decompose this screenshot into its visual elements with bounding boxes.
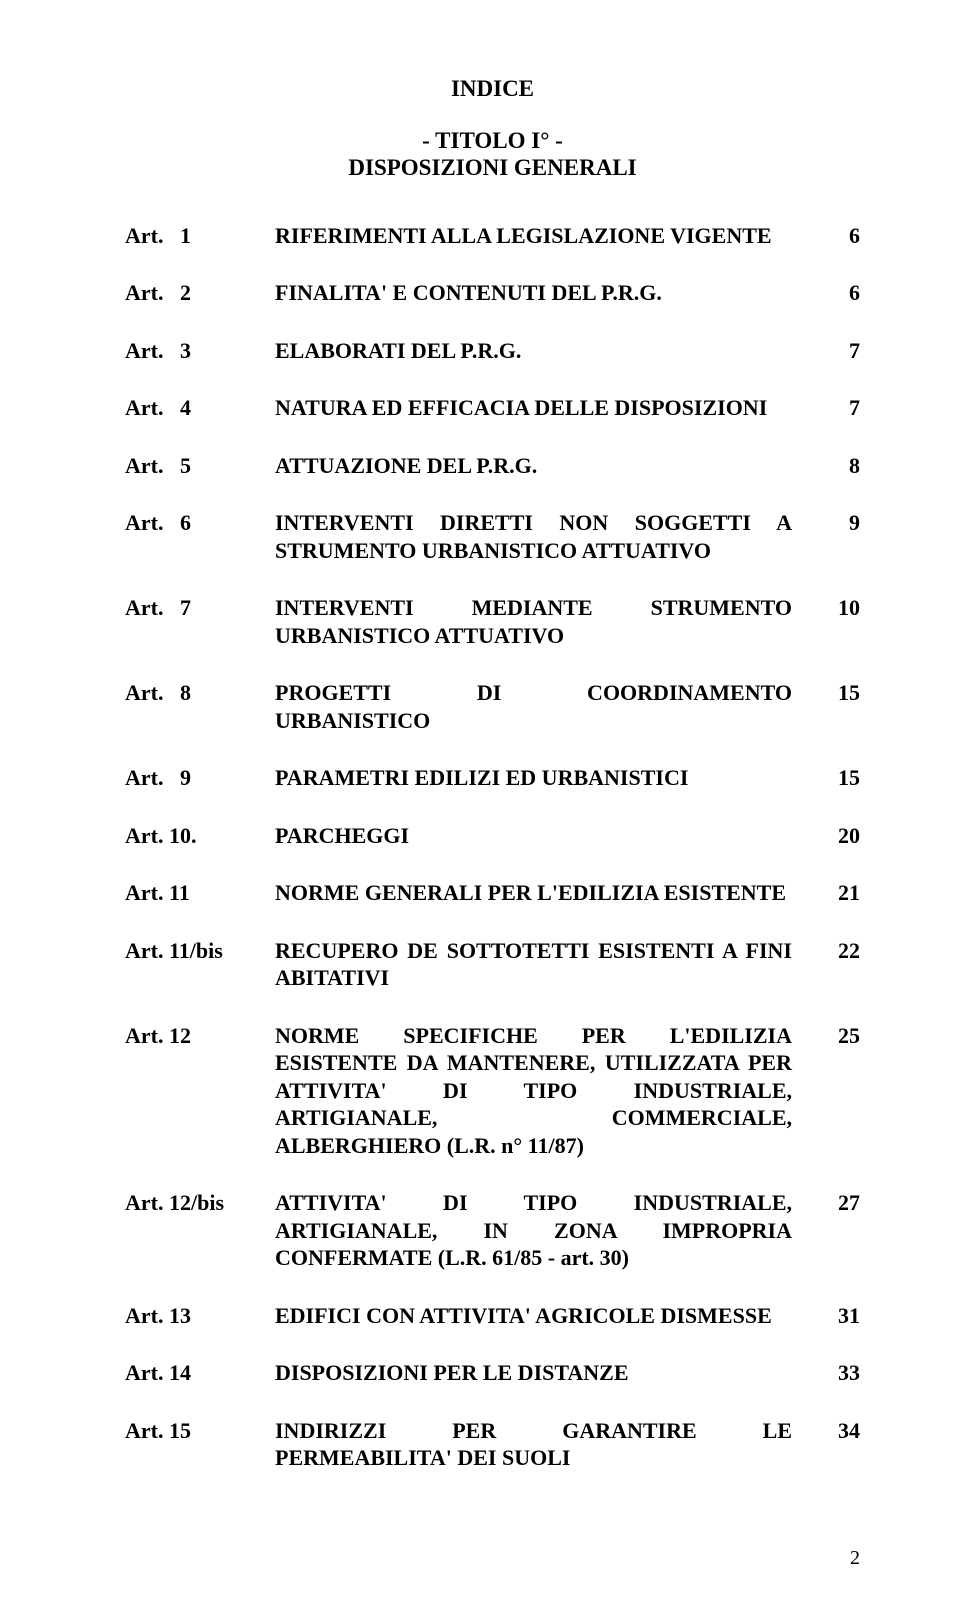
toc-description: NATURA ED EFFICACIA DELLE DISPOSIZIONI [275, 394, 820, 422]
heading-indice: INDICE [125, 75, 860, 103]
toc-description: NORME GENERALI PER L'EDILIZIA ESISTENTE [275, 879, 820, 907]
toc-description: RECUPERO DE SOTTOTETTI ESISTENTI A FINI … [275, 937, 820, 992]
toc-page-number: 10 [820, 594, 860, 622]
page-number: 2 [850, 1547, 860, 1570]
toc-article-label: Art. 7 [125, 594, 275, 622]
toc-description: PARCHEGGI [275, 822, 820, 850]
toc-page-number: 7 [820, 394, 860, 422]
toc-article-label: Art. 9 [125, 764, 275, 792]
toc-page-number: 8 [820, 452, 860, 480]
toc-article-label: Art. 11 [125, 879, 275, 907]
toc-page-number: 6 [820, 222, 860, 250]
toc-description: PROGETTI DI COORDINAMENTO URBANISTICO [275, 679, 820, 734]
toc-row: Art. 6INTERVENTI DIRETTI NON SOGGETTI A … [125, 509, 860, 564]
toc-article-label: Art. 1 [125, 222, 275, 250]
toc-page-number: 34 [820, 1417, 860, 1445]
toc-description: ATTUAZIONE DEL P.R.G. [275, 452, 820, 480]
toc-row: Art. 14DISPOSIZIONI PER LE DISTANZE33 [125, 1359, 860, 1387]
toc-page-number: 7 [820, 337, 860, 365]
toc-description: INTERVENTI DIRETTI NON SOGGETTI A STRUME… [275, 509, 820, 564]
toc-description: ATTIVITA' DI TIPO INDUSTRIALE, ARTIGIANA… [275, 1189, 820, 1272]
toc-article-label: Art. 2 [125, 279, 275, 307]
toc-row: Art. 4NATURA ED EFFICACIA DELLE DISPOSIZ… [125, 394, 860, 422]
toc-description: INTERVENTI MEDIANTE STRUMENTO URBANISTIC… [275, 594, 820, 649]
toc-description: INDIRIZZI PER GARANTIRE LE PERMEABILITA'… [275, 1417, 820, 1472]
toc-row: Art. 8PROGETTI DI COORDINAMENTO URBANIST… [125, 679, 860, 734]
toc-article-label: Art. 5 [125, 452, 275, 480]
toc-description: EDIFICI CON ATTIVITA' AGRICOLE DISMESSE [275, 1302, 820, 1330]
toc-page-number: 15 [820, 764, 860, 792]
page: INDICE - TITOLO I° - DISPOSIZIONI GENERA… [0, 0, 960, 1610]
toc-page-number: 22 [820, 937, 860, 965]
toc-article-label: Art. 14 [125, 1359, 275, 1387]
toc-row: Art. 10.PARCHEGGI20 [125, 822, 860, 850]
toc-row: Art. 12NORME SPECIFICHE PER L'EDILIZIA E… [125, 1022, 860, 1160]
toc-table: Art. 1RIFERIMENTI ALLA LEGISLAZIONE VIGE… [125, 222, 860, 1472]
toc-article-label: Art. 11/bis [125, 937, 275, 965]
toc-article-label: Art. 8 [125, 679, 275, 707]
heading-spacer [125, 103, 860, 127]
toc-description: RIFERIMENTI ALLA LEGISLAZIONE VIGENTE [275, 222, 820, 250]
toc-page-number: 25 [820, 1022, 860, 1050]
toc-article-label: Art. 4 [125, 394, 275, 422]
toc-page-number: 9 [820, 509, 860, 537]
toc-article-label: Art. 12 [125, 1022, 275, 1050]
toc-row: Art. 5ATTUAZIONE DEL P.R.G.8 [125, 452, 860, 480]
toc-row: Art. 9PARAMETRI EDILIZI ED URBANISTICI15 [125, 764, 860, 792]
toc-page-number: 20 [820, 822, 860, 850]
toc-row: Art. 15INDIRIZZI PER GARANTIRE LE PERMEA… [125, 1417, 860, 1472]
toc-article-label: Art. 10. [125, 822, 275, 850]
toc-page-number: 15 [820, 679, 860, 707]
toc-page-number: 31 [820, 1302, 860, 1330]
toc-row: Art. 3ELABORATI DEL P.R.G.7 [125, 337, 860, 365]
toc-article-label: Art. 12/bis [125, 1189, 275, 1217]
toc-description: DISPOSIZIONI PER LE DISTANZE [275, 1359, 820, 1387]
toc-row: Art. 7INTERVENTI MEDIANTE STRUMENTO URBA… [125, 594, 860, 649]
toc-row: Art. 11NORME GENERALI PER L'EDILIZIA ESI… [125, 879, 860, 907]
toc-description: NORME SPECIFICHE PER L'EDILIZIA ESISTENT… [275, 1022, 820, 1160]
toc-page-number: 33 [820, 1359, 860, 1387]
toc-article-label: Art. 13 [125, 1302, 275, 1330]
toc-description: PARAMETRI EDILIZI ED URBANISTICI [275, 764, 820, 792]
heading-titolo: - TITOLO I° - [125, 127, 860, 155]
toc-article-label: Art. 15 [125, 1417, 275, 1445]
toc-row: Art. 13EDIFICI CON ATTIVITA' AGRICOLE DI… [125, 1302, 860, 1330]
toc-row: Art. 1RIFERIMENTI ALLA LEGISLAZIONE VIGE… [125, 222, 860, 250]
toc-page-number: 6 [820, 279, 860, 307]
heading-block: INDICE - TITOLO I° - DISPOSIZIONI GENERA… [125, 75, 860, 182]
toc-article-label: Art. 6 [125, 509, 275, 537]
toc-description: ELABORATI DEL P.R.G. [275, 337, 820, 365]
toc-article-label: Art. 3 [125, 337, 275, 365]
toc-page-number: 21 [820, 879, 860, 907]
heading-disposizioni: DISPOSIZIONI GENERALI [125, 154, 860, 182]
toc-description: FINALITA' E CONTENUTI DEL P.R.G. [275, 279, 820, 307]
toc-page-number: 27 [820, 1189, 860, 1217]
toc-row: Art. 2FINALITA' E CONTENUTI DEL P.R.G.6 [125, 279, 860, 307]
toc-row: Art. 11/bisRECUPERO DE SOTTOTETTI ESISTE… [125, 937, 860, 992]
toc-row: Art. 12/bisATTIVITA' DI TIPO INDUSTRIALE… [125, 1189, 860, 1272]
